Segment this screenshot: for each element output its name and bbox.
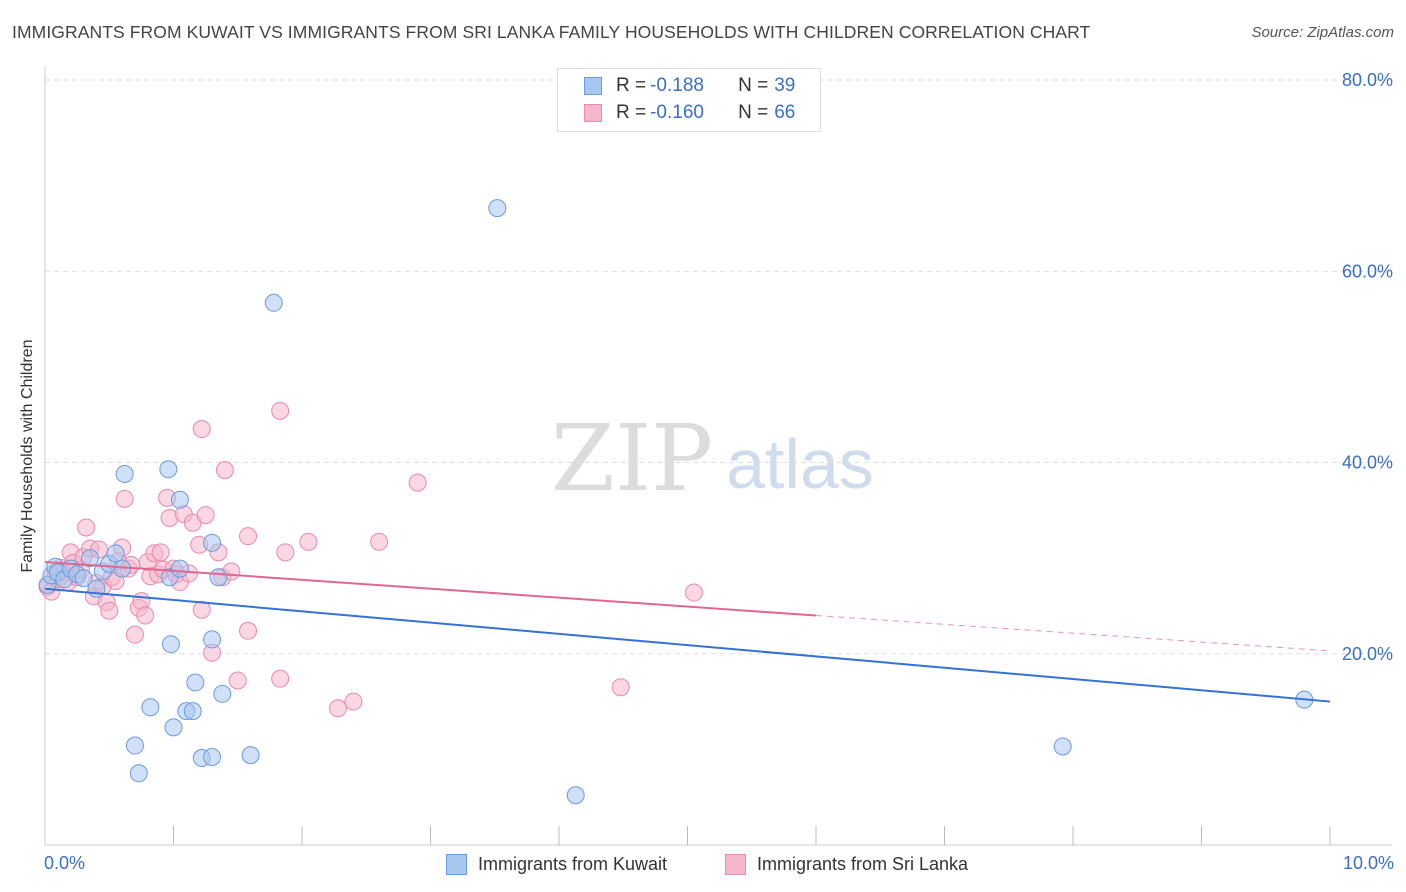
srilanka-point	[100, 601, 119, 620]
kuwait-point	[159, 460, 178, 479]
watermark-zip: ZIP	[551, 405, 713, 512]
kuwait-point	[80, 549, 99, 568]
stats-swatch-srilanka	[584, 104, 602, 122]
kuwait-point	[488, 199, 507, 218]
srilanka-point	[196, 506, 215, 525]
srilanka-point	[271, 401, 290, 420]
srilanka-point	[136, 606, 155, 625]
kuwait-point	[106, 544, 125, 563]
stats-r-label: R =	[616, 75, 647, 96]
srilanka-point	[408, 473, 427, 492]
kuwait-point	[203, 748, 222, 767]
stats-r-value: -0.188	[650, 75, 704, 96]
kuwait-point	[115, 464, 134, 483]
kuwait-point	[129, 764, 148, 783]
chart-source: Source: ZipAtlas.com	[1251, 24, 1394, 41]
kuwait-point	[1053, 737, 1072, 756]
srilanka-point	[271, 669, 290, 688]
srilanka-point	[684, 583, 703, 602]
srilanka-point	[370, 532, 389, 551]
kuwait-point	[183, 702, 202, 721]
srilanka-point	[276, 543, 295, 562]
kuwait-point	[203, 533, 222, 552]
stats-swatch-kuwait	[584, 77, 602, 95]
srilanka-point	[328, 699, 347, 718]
srilanka-point	[77, 518, 96, 537]
stats-legend-box: R = -0.188 N = 39 R = -0.160 N = 66	[557, 68, 821, 132]
srilanka-point	[228, 671, 247, 690]
kuwait-point	[264, 293, 283, 312]
kuwait-point	[125, 736, 144, 755]
legend-item-srilanka: Immigrants from Sri Lanka	[725, 851, 968, 877]
srilanka-point	[192, 420, 211, 439]
srilanka-point	[239, 527, 258, 546]
srilanka-point	[239, 621, 258, 640]
legend-label-kuwait: Immigrants from Kuwait	[478, 853, 668, 874]
kuwait-point	[74, 569, 93, 588]
kuwait-point	[170, 559, 189, 578]
legend-swatch-srilanka	[725, 853, 746, 875]
kuwait-point	[170, 490, 189, 509]
kuwait-trendline	[44, 587, 1331, 703]
stats-n-label: N =	[738, 75, 769, 96]
kuwait-point	[161, 635, 180, 654]
legend-label-srilanka: Immigrants from Sri Lanka	[757, 853, 969, 874]
stats-r-label: R =	[616, 102, 647, 123]
kuwait-point	[213, 684, 232, 703]
kuwait-point	[186, 673, 205, 692]
srilanka-point	[192, 600, 211, 619]
srilanka-point	[299, 532, 318, 551]
stats-row-srilanka: R = -0.160 N = 66	[584, 100, 796, 126]
kuwait-point	[203, 630, 222, 649]
y-tick-label: 20.0%	[1342, 644, 1393, 664]
srilanka-point	[344, 692, 363, 711]
srilanka-point	[611, 678, 630, 697]
stats-n-value: 66	[774, 102, 796, 123]
srilanka-point	[125, 625, 144, 644]
chart-title: IMMIGRANTS FROM KUWAIT VS IMMIGRANTS FRO…	[12, 22, 1091, 42]
y-tick-label: 80.0%	[1342, 70, 1393, 90]
stats-n-label: N =	[738, 102, 769, 123]
y-axis-label: Family Households with Children	[19, 339, 36, 573]
srilanka-point	[115, 489, 134, 508]
kuwait-point	[164, 718, 183, 737]
kuwait-point	[241, 746, 260, 765]
kuwait-point	[209, 568, 228, 587]
y-tick-label: 60.0%	[1342, 261, 1393, 281]
stats-n-value: 39	[774, 75, 796, 96]
watermark-atlas: atlas	[726, 425, 874, 503]
legend-swatch-kuwait	[446, 853, 467, 875]
srilanka-point	[215, 461, 234, 480]
srilanka-point	[151, 543, 170, 562]
kuwait-point	[141, 698, 160, 717]
y-tick-label: 40.0%	[1342, 453, 1393, 473]
srilanka-trendline	[44, 560, 817, 617]
stats-row-kuwait: R = -0.188 N = 39	[584, 73, 796, 99]
legend-item-kuwait: Immigrants from Kuwait	[446, 851, 667, 877]
stats-r-value: -0.160	[650, 102, 704, 123]
x-tick-label: 10.0%	[1343, 853, 1394, 873]
srilanka-trendline-extension	[815, 615, 1331, 652]
x-tick-label: 0.0%	[44, 853, 85, 873]
kuwait-point	[566, 786, 585, 805]
